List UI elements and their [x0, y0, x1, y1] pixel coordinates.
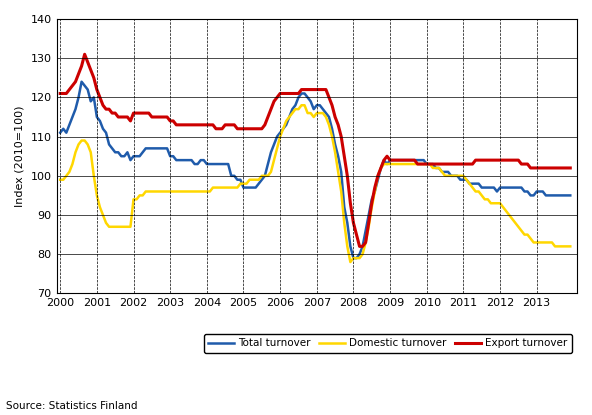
Export turnover — [469, 161, 476, 166]
Total turnover — [234, 177, 241, 182]
Domestic turnover — [57, 177, 64, 182]
Domestic turnover — [203, 189, 210, 194]
Total turnover — [350, 256, 357, 261]
Total turnover — [469, 181, 476, 186]
Legend: Total turnover, Domestic turnover, Export turnover: Total turnover, Domestic turnover, Expor… — [204, 334, 572, 353]
Domestic turnover — [231, 185, 238, 190]
Total turnover — [207, 161, 214, 166]
Domestic turnover — [298, 103, 305, 108]
Text: Source: Statistics Finland: Source: Statistics Finland — [6, 401, 137, 411]
Total turnover — [57, 130, 64, 135]
Export turnover — [350, 220, 357, 225]
Total turnover — [78, 79, 85, 84]
Total turnover — [353, 256, 360, 261]
Line: Export turnover: Export turnover — [60, 54, 570, 247]
Export turnover — [207, 122, 214, 127]
Line: Total turnover: Total turnover — [60, 82, 570, 258]
Export turnover — [152, 115, 159, 120]
Export turnover — [356, 244, 363, 249]
Export turnover — [81, 52, 88, 57]
Domestic turnover — [353, 256, 360, 261]
Domestic turnover — [469, 185, 476, 190]
Y-axis label: Index (2010=100): Index (2010=100) — [15, 105, 25, 207]
Total turnover — [362, 228, 369, 233]
Line: Domestic turnover: Domestic turnover — [60, 105, 570, 262]
Export turnover — [57, 91, 64, 96]
Total turnover — [567, 193, 574, 198]
Domestic turnover — [148, 189, 155, 194]
Export turnover — [234, 126, 241, 131]
Total turnover — [152, 146, 159, 151]
Domestic turnover — [362, 240, 369, 245]
Export turnover — [362, 240, 369, 245]
Domestic turnover — [347, 259, 354, 264]
Domestic turnover — [567, 244, 574, 249]
Export turnover — [567, 166, 574, 171]
